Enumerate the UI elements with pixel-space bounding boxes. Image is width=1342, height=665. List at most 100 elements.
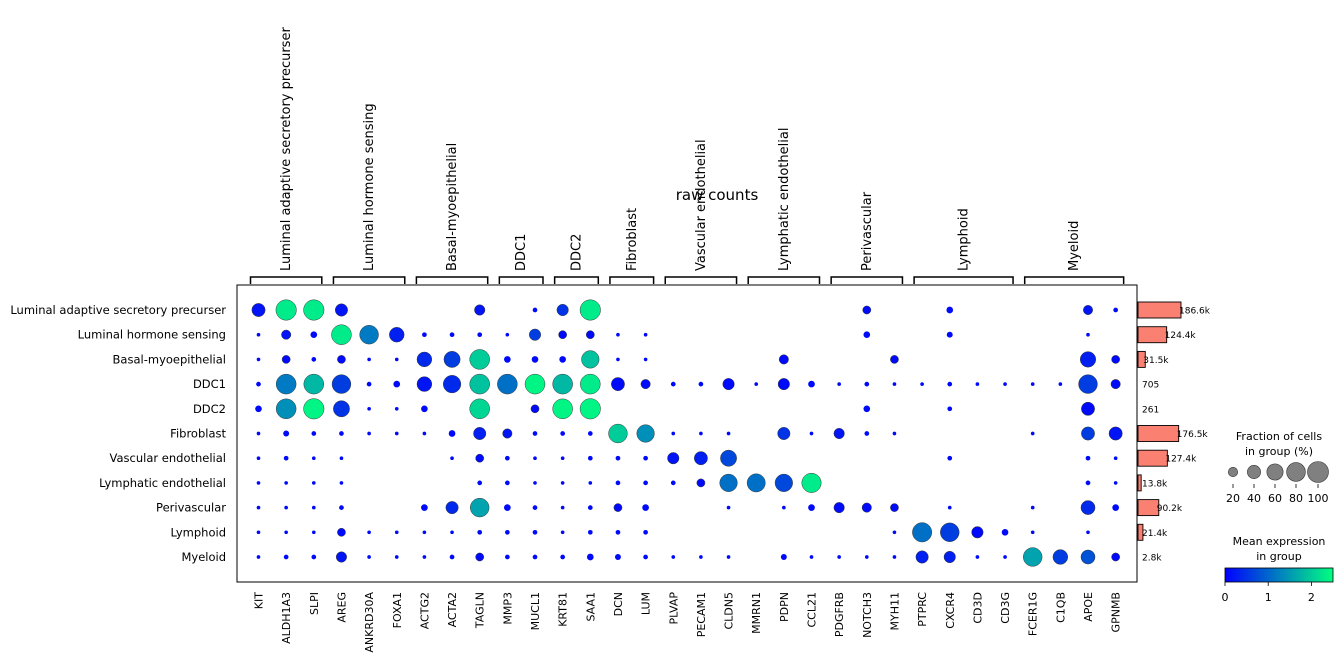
total-label: 21.4k xyxy=(1142,529,1168,539)
dot xyxy=(1052,549,1069,565)
dot xyxy=(862,305,872,315)
color-legend-title: in group xyxy=(1256,550,1301,563)
dot xyxy=(367,431,371,436)
gene-label: SAA1 xyxy=(584,592,597,622)
gene-label: ACTG2 xyxy=(418,592,431,629)
dot xyxy=(579,299,601,321)
dot xyxy=(524,373,546,395)
dot xyxy=(532,529,538,535)
row-label: Myeloid xyxy=(181,550,226,564)
total-label: 13.8k xyxy=(1142,479,1168,489)
size-legend-dot xyxy=(1266,463,1284,481)
row-label: Fibroblast xyxy=(170,427,226,441)
dot xyxy=(579,398,601,420)
gene-label: MYH11 xyxy=(888,592,901,630)
dot xyxy=(275,373,297,395)
size-legend-title: Fraction of cells xyxy=(1236,430,1322,443)
dot xyxy=(696,478,706,488)
dot xyxy=(477,480,483,486)
gene-label: GPNMB xyxy=(1110,592,1123,632)
dot xyxy=(284,505,288,510)
size-legend-dot xyxy=(1247,465,1261,479)
size-legend-label: 40 xyxy=(1247,492,1261,505)
dot xyxy=(699,555,703,559)
total-bar xyxy=(1137,425,1180,442)
dot xyxy=(394,357,399,362)
dot xyxy=(560,431,566,436)
dot xyxy=(587,505,593,510)
gene-label: SLPI xyxy=(308,592,321,615)
gene-label: PTPRC xyxy=(916,592,929,627)
dot xyxy=(863,405,871,413)
dot xyxy=(560,530,565,535)
dot xyxy=(366,381,372,387)
dot xyxy=(331,324,352,345)
group-bracket xyxy=(913,276,1014,284)
dot xyxy=(975,555,980,559)
dot xyxy=(616,332,620,337)
dot xyxy=(533,481,537,485)
dot xyxy=(255,405,262,413)
dot xyxy=(946,306,954,314)
colorbar-label: 2 xyxy=(1308,591,1315,604)
dot xyxy=(864,381,870,387)
dot xyxy=(339,456,344,461)
dot xyxy=(303,299,325,321)
dot xyxy=(778,354,789,365)
dot xyxy=(892,382,897,386)
dot xyxy=(556,304,569,316)
dot xyxy=(256,481,261,485)
dot xyxy=(532,554,538,560)
dot xyxy=(421,504,428,511)
dot xyxy=(726,505,731,510)
gene-group-brackets: Luminal adaptive secretory precurser Lumi… xyxy=(249,27,1125,284)
total-label: 186.6k xyxy=(1179,307,1211,317)
plot-frame xyxy=(236,284,1138,583)
group-bracket xyxy=(332,276,406,284)
dot xyxy=(726,555,731,559)
dot xyxy=(311,505,316,510)
dot xyxy=(1113,456,1118,461)
dot xyxy=(533,456,537,461)
dot xyxy=(837,382,841,386)
gene-label: MMP3 xyxy=(501,592,514,625)
group-label: Fibroblast xyxy=(625,208,640,271)
dot xyxy=(809,431,814,436)
dot xyxy=(311,530,316,535)
dot xyxy=(613,503,623,512)
dot xyxy=(643,480,648,486)
gene-label: CXCR4 xyxy=(944,592,957,629)
dot xyxy=(505,332,510,337)
dot xyxy=(310,331,318,339)
dot xyxy=(311,431,317,436)
dot xyxy=(1023,547,1043,567)
total-bar xyxy=(1137,449,1168,467)
dot xyxy=(943,551,956,563)
dot xyxy=(722,378,735,391)
dot xyxy=(311,554,317,560)
dot xyxy=(416,376,433,392)
group-totals: 186.6k 124.4k 31.5k 705 261 176.5k 127.4k 13.8k… xyxy=(1137,301,1211,564)
dot xyxy=(947,455,953,461)
dot xyxy=(1003,555,1007,559)
dot xyxy=(389,327,405,343)
size-legend-dot xyxy=(1286,462,1306,482)
dot xyxy=(1058,382,1063,386)
dot xyxy=(311,456,316,461)
row-labels: Luminal adaptive secretory precurser Lumi… xyxy=(10,303,226,564)
gene-label: CD3D xyxy=(971,592,984,624)
dot xyxy=(558,330,567,340)
total-bar xyxy=(1137,499,1160,517)
dot xyxy=(560,554,566,560)
row-label: Vascular endothelial xyxy=(110,451,226,465)
dot xyxy=(331,374,352,394)
gene-label: ACTA2 xyxy=(446,592,459,627)
dot xyxy=(284,481,288,485)
dot xyxy=(256,332,261,337)
dot xyxy=(699,431,703,436)
row-label: Luminal adaptive secretory precurser xyxy=(10,303,226,317)
row-label: DDC2 xyxy=(193,402,226,416)
dot xyxy=(443,351,461,368)
dot xyxy=(559,356,566,363)
gene-label: MMRN1 xyxy=(750,592,763,634)
